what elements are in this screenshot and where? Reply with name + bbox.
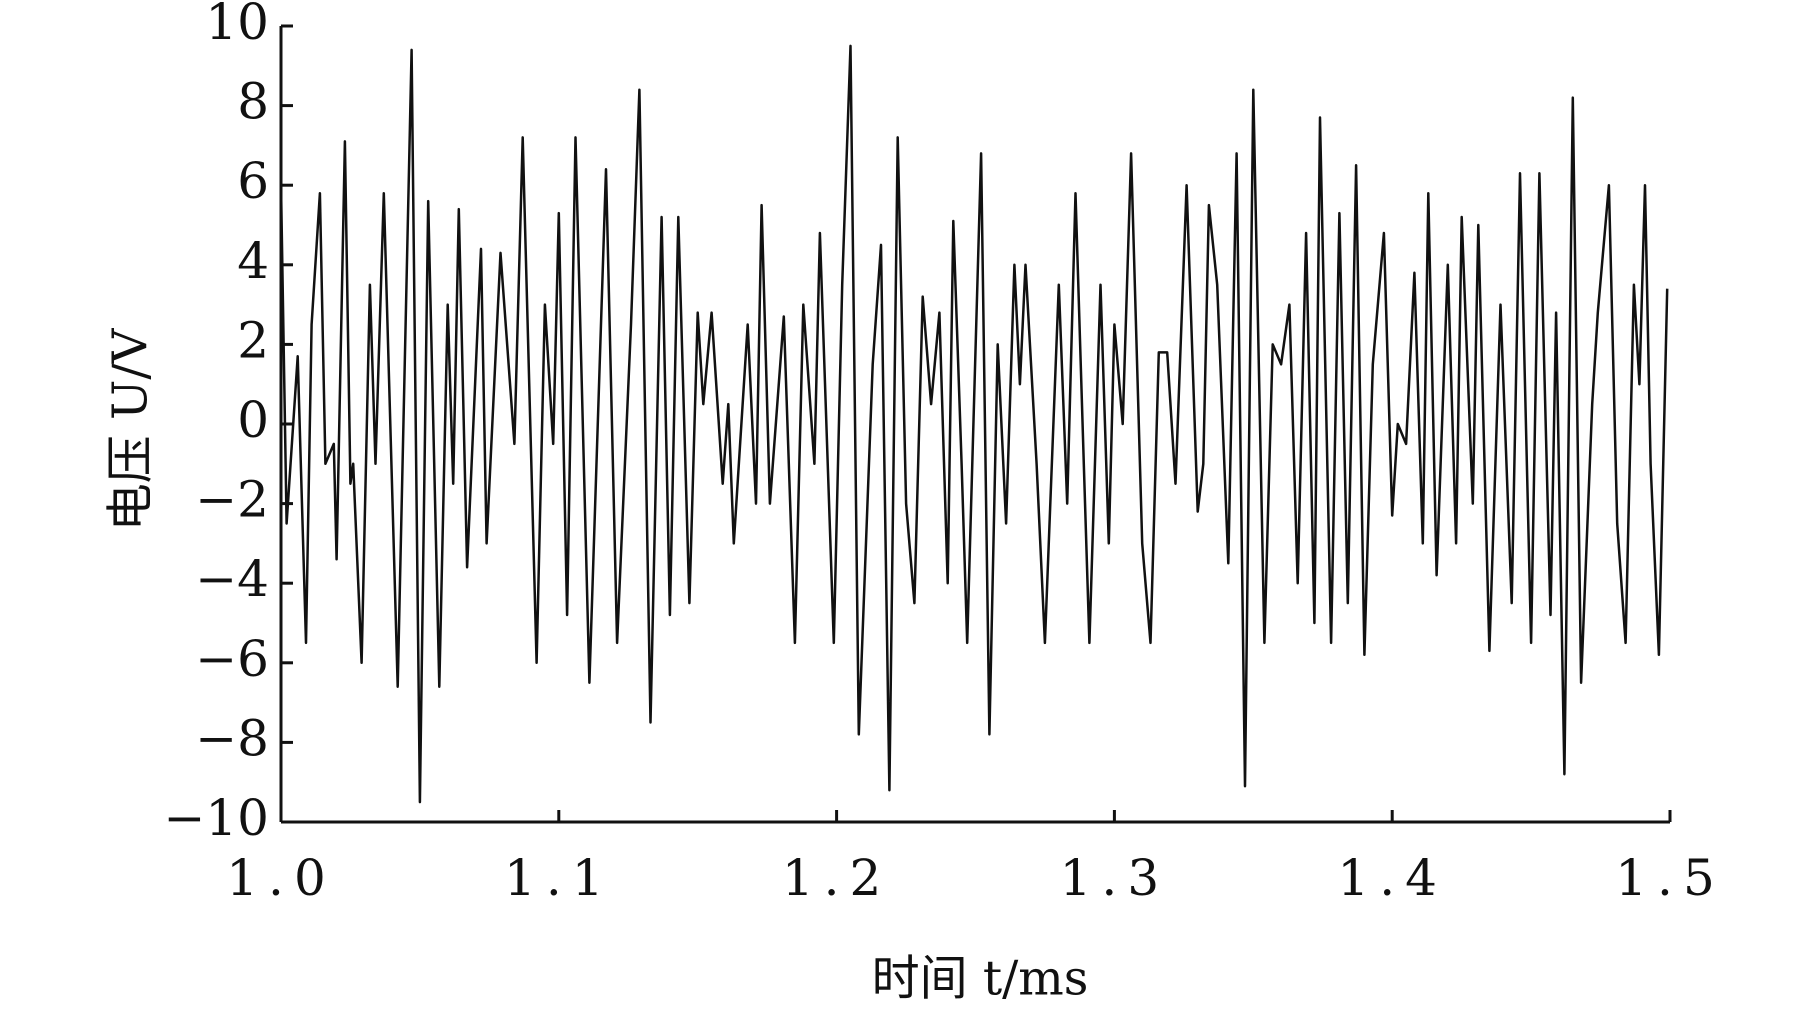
x-tick-label: 1.1 <box>504 849 614 907</box>
y-tick-label: −2 <box>195 471 269 529</box>
x-tick-label: 1.0 <box>226 849 336 907</box>
y-tick-label: 10 <box>205 0 269 51</box>
x-tick-label: 1.5 <box>1615 849 1725 907</box>
y-tick-label: 0 <box>237 391 269 449</box>
y-tick-label: 6 <box>237 152 269 210</box>
x-axis-label: 时间 t/ms <box>872 951 1089 1007</box>
y-tick-label: 4 <box>237 232 269 290</box>
signal-line <box>279 44 1669 804</box>
x-tick-label: 1.4 <box>1337 849 1447 907</box>
y-tick-label: 8 <box>237 73 269 131</box>
x-tick-label: 1.2 <box>782 849 892 907</box>
y-tick-label: 2 <box>237 311 269 369</box>
y-axis-label: 电压 U/V <box>103 327 159 531</box>
y-tick-label: −6 <box>195 630 269 688</box>
y-tick-label: −8 <box>195 709 269 767</box>
y-tick-label: −10 <box>163 789 269 847</box>
x-tick-label: 1.3 <box>1060 849 1170 907</box>
y-tick-label: −4 <box>195 550 269 608</box>
